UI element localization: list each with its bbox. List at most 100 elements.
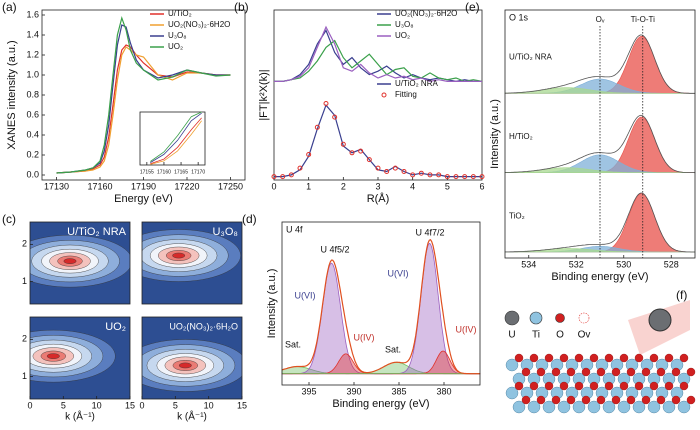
o-atom [604,381,614,391]
y-tick-label: 1.2 [26,49,39,59]
ti-atom [632,400,646,414]
x-tick-label: 17250 [218,181,243,191]
o-atom [611,395,621,405]
o-atom [686,395,696,405]
series-line [150,117,202,165]
fit-point [384,169,390,174]
legend-label: Fitting [395,90,417,99]
o-atom [664,353,674,363]
u-atom [648,308,672,332]
fit-point [288,172,294,178]
x-tick-label: 380 [436,386,451,396]
fit-point [323,101,329,106]
o-atom [619,353,629,363]
fit-point [306,152,312,157]
legend-atom [529,311,543,325]
y-axis-label: XANES intensity (a.u.) [6,40,18,149]
o-atom [664,381,674,391]
panel-label: (c) [2,212,16,226]
series-line [56,15,231,174]
o-atom [529,353,539,363]
panel-label: (d) [242,212,257,226]
series-line [150,111,202,162]
fit-point [280,174,286,180]
fit-point [453,174,459,180]
x-tick-label: 385 [391,386,406,396]
legend-label: U/TiO₂ [168,9,192,18]
x-tick-label: 15 [125,400,135,410]
series-line [56,46,231,174]
o-atom [559,353,569,363]
fit-point [392,165,398,171]
o-atom [544,381,554,391]
legend-label: O [556,330,564,341]
series-line [274,25,482,83]
o-atom [649,353,659,363]
plot-frame [141,316,243,400]
annotation: U(IV) [456,324,477,334]
x-tick-label: 17220 [174,181,199,191]
ti-atom [505,386,519,400]
o-atom [641,367,651,377]
fit-point [418,170,424,176]
map-title: U/TiO₂ NRA [67,226,127,238]
plot-frame [29,316,131,400]
x-axis-label: k (Å⁻¹) [177,410,207,423]
o-atom [596,395,606,405]
y-tick-label: 0.2 [26,149,39,159]
y-tick-label: 1.0 [26,69,39,79]
fit-point [314,124,320,130]
ti-atom [677,400,691,414]
x-tick-label: 15 [237,400,247,410]
legend-label: U [508,330,515,341]
panel-label: (a) [2,0,17,14]
map-title: UO₂ [105,321,126,333]
fit-point [375,165,381,171]
fit-envelope [505,192,695,253]
o-atom [626,367,636,377]
legend-label: U₃O₈ [395,20,414,29]
legend-label: Ti [532,330,540,341]
legend-atom [555,313,565,323]
series-line [56,44,231,174]
reference-label: Oᵥ [596,15,605,24]
series-line [150,120,202,165]
contour-level [178,362,192,369]
y-tick-label: 0.6 [26,109,39,119]
annotation: Sat. [285,339,301,349]
x-tick-label: 0 [271,181,276,191]
fit-point [436,172,442,178]
o-atom [581,395,591,405]
x-tick-label: 4 [410,181,415,191]
panel-label: (b) [234,0,249,14]
annotation: U(VI) [388,268,409,278]
o-atom [589,381,599,391]
y-tick-label: 2 [22,239,27,249]
x-tick-label: 534 [521,259,536,269]
annotation: U(VI) [295,290,316,300]
o-atom [679,381,689,391]
x-tick-label: 5 [61,400,66,410]
o-atom [536,395,546,405]
plot-frame [29,221,131,305]
o-atom [521,367,531,377]
reference-label: Ti-O-Ti [631,15,656,24]
y-tick-label: 1 [22,276,27,286]
ti-atom [542,400,556,414]
spectrum-label: TiO₂ [509,211,525,220]
ti-atom [557,400,571,414]
legend-atom [504,310,520,326]
contour-level [46,353,60,359]
fit-point [427,172,433,178]
x-tick-label: 17160 [87,181,112,191]
y-axis-label: Intensity (a.u.) [489,99,501,169]
x-tick-label: 1 [306,181,311,191]
ti-atom [647,400,661,414]
plot-frame [504,9,696,259]
legend-marker [381,92,387,98]
spectrum-label: H/TiO₂ [509,132,533,141]
o-atom [559,381,569,391]
legend-atom [578,312,590,324]
o-atom [671,395,681,405]
x-tick-label: 5 [445,181,450,191]
